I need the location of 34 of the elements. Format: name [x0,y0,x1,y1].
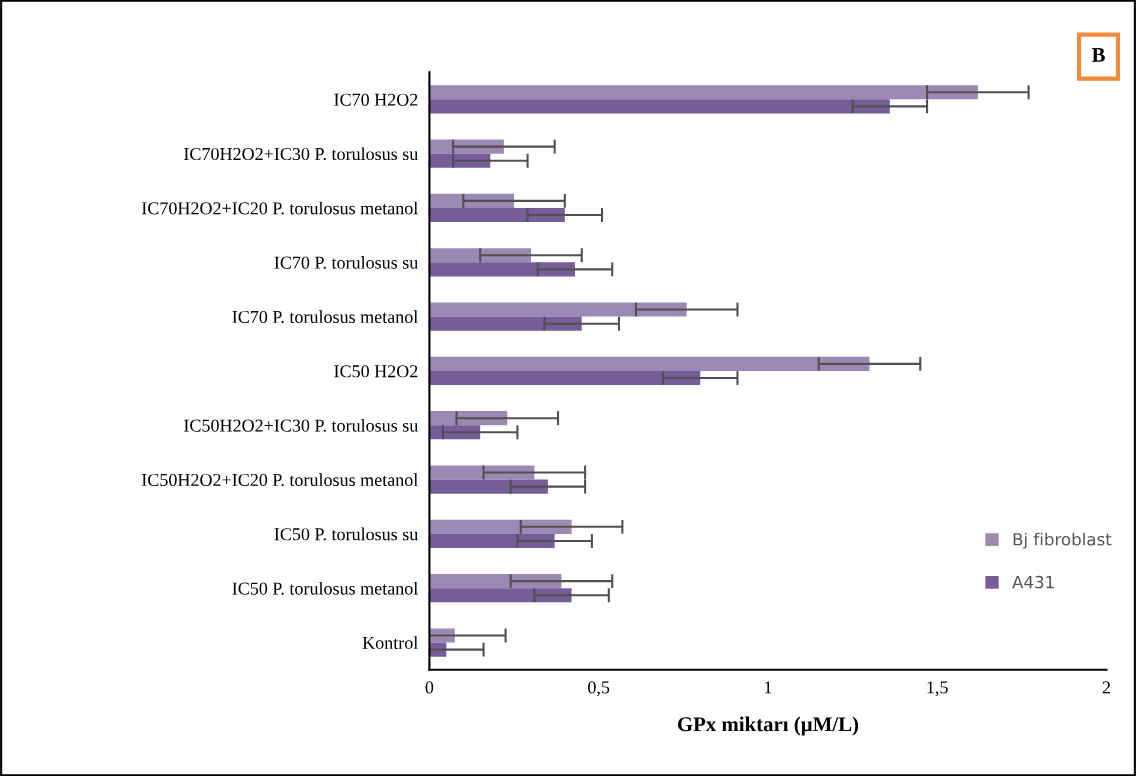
y-tick-label: IC70 H2O2 [334,93,418,106]
bar [429,588,572,603]
y-tick-label: IC70 P. torulosus su [274,256,418,269]
x-tick-label: 2 [1102,681,1110,694]
bar [429,574,562,589]
bar [429,207,565,223]
y-tick-label: IC70 P. torulosus metanol [232,310,418,324]
y-tick-label: IC70H2O2+IC20 P. torulosus metanol [141,201,418,215]
bar [429,302,687,317]
x-tick-label: 1,5 [927,681,948,697]
y-tick-label: IC70H2O2+IC30 P. torulosus su [184,147,418,161]
text: B [1091,48,1105,62]
x-tick-label: 0 [425,681,434,694]
bar [429,262,575,277]
bar [429,248,531,263]
bar [429,519,572,534]
bar [429,356,870,371]
x-axis-title: GPx miktarı (µM/L) [677,716,859,736]
y-tick-label: IC50H2O2+IC30 P. torulosus su [184,418,418,432]
y-tick-label: IC50 P. torulosus su [274,527,418,541]
bar [429,370,701,386]
legend-label: Bj fibroblast [1013,532,1112,549]
bar [429,99,890,114]
bar [429,533,555,549]
bar [429,479,548,494]
y-tick-label: IC50 P. torulosus metanol [232,581,418,595]
x-tick-label: 0,5 [588,681,610,697]
y-tick-label: IC50 H2O2 [334,365,418,378]
legend-label: A431 [1012,575,1054,589]
x-tick-label: 1 [765,681,772,694]
y-tick-label: Kontrol [362,636,418,649]
bar [429,85,978,100]
y-tick-label: IC50H2O2+IC20 P. torulosus metanol [141,473,418,487]
bar [429,316,582,331]
